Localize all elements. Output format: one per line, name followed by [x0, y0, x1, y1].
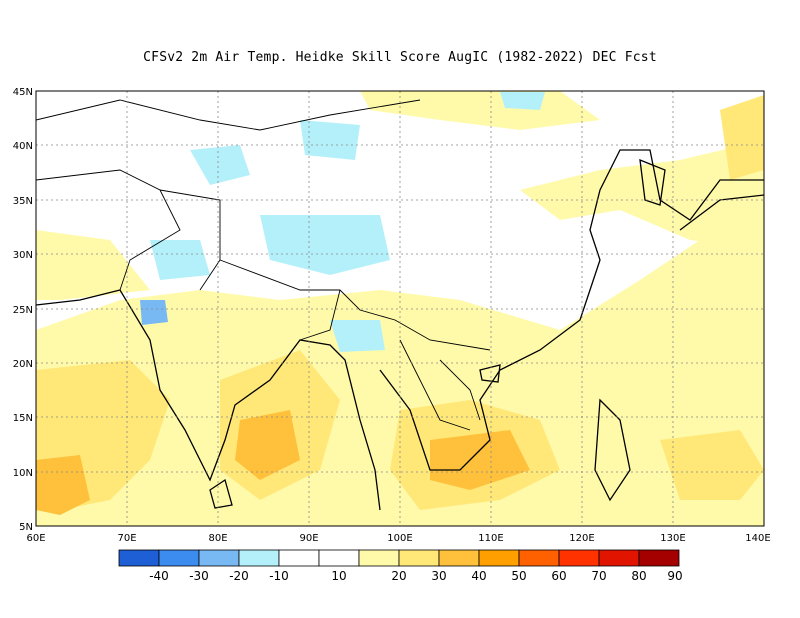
lon-tick: 70E [117, 533, 136, 544]
lon-tick: 90E [299, 533, 318, 544]
chart-title: CFSv2 2m Air Temp. Heidke Skill Score Au… [143, 50, 657, 65]
colorbar-box [438, 549, 480, 567]
lon-tick: 140E [745, 533, 770, 544]
colorbar-box [598, 549, 640, 567]
lon-tick: 60E [26, 533, 45, 544]
colorbar-box [238, 549, 280, 567]
colorbar-label: 10 [331, 569, 346, 583]
colorbar-box [358, 549, 400, 567]
lat-tick: 40N [13, 141, 33, 152]
lat-tick: 10N [13, 468, 33, 479]
colorbar-box [518, 549, 560, 567]
colorbar-label: 50 [511, 569, 526, 583]
lat-tick: 5N [19, 522, 33, 533]
lon-tick: 80E [208, 533, 227, 544]
colorbar-label: -40 [149, 569, 169, 583]
colorbar-label: 90 [667, 569, 682, 583]
lat-tick: 20N [13, 359, 33, 370]
colorbar-label: 70 [591, 569, 606, 583]
lon-axis: 60E 70E 80E 90E 100E 110E 120E 130E 140E [26, 533, 770, 544]
colorbar-box [638, 549, 680, 567]
colorbar-box [158, 549, 200, 567]
colorbar-box [198, 549, 240, 567]
colorbar-box [558, 549, 600, 567]
colorbar-box [278, 549, 320, 567]
coastlines [36, 149, 764, 511]
grid-lines [36, 91, 764, 526]
lat-axis: 45N 40N 35N 30N 25N 20N 15N 10N 5N [13, 87, 33, 533]
colorbar-label: 30 [431, 569, 446, 583]
colorbar-label: 60 [551, 569, 566, 583]
map-frame [35, 90, 765, 527]
colorbar-label: 40 [471, 569, 486, 583]
colorbar-label: 20 [391, 569, 406, 583]
colorbar-box [478, 549, 520, 567]
colorbar-label: -30 [189, 569, 209, 583]
lat-tick: 25N [13, 305, 33, 316]
lon-tick: 100E [387, 533, 412, 544]
colorbar-label: 80 [631, 569, 646, 583]
lat-tick: 15N [13, 413, 33, 424]
colorbar-box [318, 549, 360, 567]
lon-tick: 120E [569, 533, 594, 544]
lat-tick: 45N [13, 87, 33, 98]
lon-tick: 130E [660, 533, 685, 544]
colorbar-box [398, 549, 440, 567]
colorbar-label: -20 [229, 569, 249, 583]
borders [36, 99, 491, 431]
colorbar-box [118, 549, 160, 567]
lon-tick: 110E [478, 533, 503, 544]
lat-tick: 35N [13, 196, 33, 207]
colorbar-label: -10 [269, 569, 289, 583]
lat-tick: 30N [13, 250, 33, 261]
colorbar: -40 -30 -20 -10 10 20 30 40 50 60 70 80 90 [118, 549, 683, 583]
